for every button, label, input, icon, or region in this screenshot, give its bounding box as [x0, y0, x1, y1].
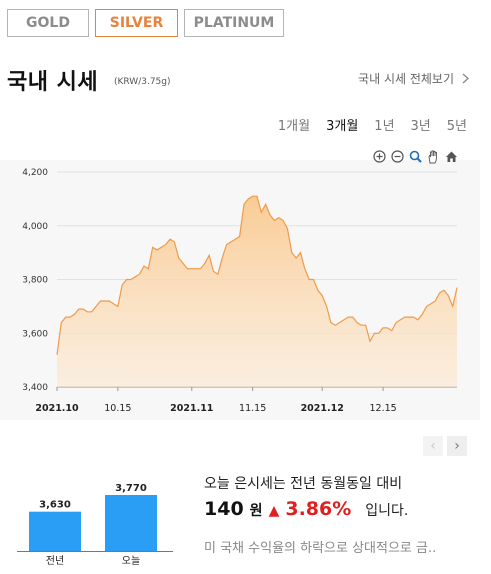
- chevron-right-icon: [462, 73, 469, 84]
- summary-tail: 입니다.: [365, 503, 409, 519]
- x-tick-label: 12.15: [369, 403, 396, 414]
- bar-value-label: 3,770: [115, 483, 147, 494]
- tab-gold[interactable]: GOLD: [7, 9, 89, 37]
- comparison-bar-chart: 3,630 전년 3,770 오늘: [17, 483, 173, 567]
- price-chart: 4,200 4,000 3,800 3,600 3,400 2021.10 10.15 202…: [22, 168, 458, 414]
- up-arrow-icon: ▲: [268, 503, 280, 519]
- chart-pager: ‹ ›: [423, 436, 467, 456]
- y-tick-label: 3,400: [22, 383, 48, 393]
- x-tick-label: 2021.12: [301, 403, 344, 414]
- currency-unit: 원: [249, 503, 263, 519]
- tab-platinum[interactable]: PLATINUM: [184, 9, 284, 37]
- series-area: [57, 196, 457, 387]
- period-3m[interactable]: 3개월: [326, 119, 359, 134]
- x-tick-label: 2021.11: [170, 403, 213, 414]
- x-tick-label: 10.15: [104, 403, 131, 414]
- diff-value: 140: [204, 498, 244, 520]
- period-3y[interactable]: 3년: [410, 119, 431, 134]
- period-selector: 1개월 3개월 1년 3년 5년: [278, 115, 467, 134]
- view-all-link[interactable]: 국내 시세 전체보기: [358, 70, 469, 87]
- unit-label: (KRW/3.75g): [114, 77, 171, 87]
- period-1m[interactable]: 1개월: [277, 119, 311, 134]
- prev-button[interactable]: ‹: [423, 436, 443, 456]
- period-1y[interactable]: 1년: [374, 119, 395, 134]
- view-all-label: 국내 시세 전체보기: [358, 72, 454, 86]
- next-button[interactable]: ›: [447, 436, 467, 456]
- chart-toolbar: [372, 149, 459, 164]
- tab-silver[interactable]: SILVER: [95, 9, 178, 37]
- y-tick-label: 4,000: [22, 222, 48, 232]
- page-title: 국내 시세: [7, 70, 99, 95]
- y-tick-label: 3,600: [22, 329, 48, 339]
- x-tick-label: 11.15: [239, 403, 266, 414]
- bar-1: [105, 495, 157, 551]
- news-headline[interactable]: 미 국채 수익율의 하락으로 상대적으로 금..: [204, 541, 437, 556]
- pan-hand-icon[interactable]: [426, 149, 441, 164]
- metal-tabs: GOLD SILVER PLATINUM: [7, 9, 284, 37]
- zoom-out-icon[interactable]: [390, 149, 405, 164]
- summary-change: 140 원 ▲ 3.86% 입니다.: [204, 498, 408, 520]
- zoom-in-icon[interactable]: [372, 149, 387, 164]
- x-tick-label: 2021.10: [35, 403, 79, 414]
- bar-category-label: 전년: [46, 555, 64, 567]
- change-percent: 3.86%: [285, 498, 352, 520]
- bar-value-label: 3,630: [39, 500, 71, 511]
- bar-0: [29, 511, 81, 551]
- home-icon[interactable]: [444, 149, 459, 164]
- y-tick-label: 3,800: [22, 276, 48, 286]
- y-tick-label: 4,200: [22, 168, 48, 178]
- series-line: [56, 195, 458, 355]
- bar-category-label: 오늘: [122, 555, 140, 567]
- summary-line: 오늘 은시세는 전년 동월동일 대비: [204, 476, 403, 492]
- zoom-icon[interactable]: [408, 149, 423, 164]
- period-5y[interactable]: 5년: [446, 119, 467, 134]
